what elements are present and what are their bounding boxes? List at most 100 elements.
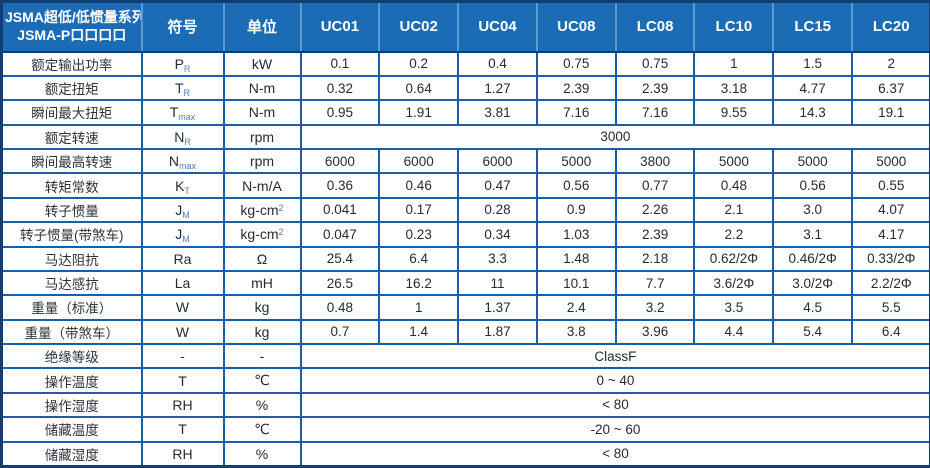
spec-value-uc04: 0.28	[457, 196, 538, 224]
spec-symbol: W	[140, 318, 225, 346]
spec-value-lc20: 0.55	[851, 172, 930, 199]
spec-value-lc20: 19.1	[851, 99, 930, 126]
spec-symbol: Tmax	[140, 99, 225, 126]
spec-value-lc10: 3.18	[693, 74, 775, 102]
table-row: 瞬间最高转速 Nmax rpm 6000 6000 6000 5000 3800 5000 500…	[0, 147, 930, 175]
unit-text: kg	[254, 299, 270, 316]
unit-text: %	[255, 445, 269, 462]
spec-value-uc01: 0.047	[299, 221, 381, 248]
spec-symbol: T	[140, 416, 225, 443]
spec-value-lc08: 3.2	[614, 294, 696, 321]
spec-value-lc20: 0.33/2Φ	[851, 245, 930, 272]
spec-value-uc04: 0.4	[457, 50, 538, 77]
spec-value-lc20: 2.2/2Φ	[851, 269, 930, 297]
spec-symbol: Ra	[140, 245, 225, 272]
series-title-line1: JSMA超低/低惯量系列	[5, 9, 142, 26]
spec-value-lc08: 2.39	[614, 74, 696, 102]
spec-symbol: -	[140, 342, 225, 370]
model-column-header-lc15: LC15	[772, 1, 854, 53]
spec-unit: Ω	[222, 245, 302, 272]
spec-value-uc08: 3.8	[535, 318, 617, 346]
spec-value-lc15: 5000	[772, 147, 854, 175]
spec-symbol: La	[140, 269, 225, 297]
spec-value-lc08: 3800	[614, 147, 696, 175]
table-row: 额定扭矩 TR N-m 0.32 0.64 1.27 2.39 2.39 3.18 4.77 6.3…	[0, 74, 930, 102]
spec-symbol: TR	[140, 74, 225, 102]
spec-symbol: JM	[140, 196, 225, 224]
spec-value-uc04: 11	[457, 269, 538, 297]
spec-symbol: PR	[140, 50, 225, 77]
unit-text: kW	[251, 55, 273, 72]
unit-superscript: 2	[278, 227, 284, 238]
spec-value-uc01: 0.36	[299, 172, 381, 199]
spec-value-lc15: 1.5	[772, 50, 854, 77]
spec-value-merged: < 80	[299, 391, 930, 419]
spec-value-uc01: 0.7	[299, 318, 381, 346]
spec-value-lc08: 2.26	[614, 196, 696, 224]
spec-value-uc04: 1.37	[457, 294, 538, 321]
unit-text: kg-cm	[240, 226, 279, 243]
symbol-text: La	[174, 275, 191, 292]
spec-value-uc04: 1.27	[457, 74, 538, 102]
spec-value-lc10: 3.6/2Φ	[693, 269, 775, 297]
unit-text: kg-cm	[240, 201, 279, 218]
spec-value-uc01: 0.1	[299, 50, 381, 77]
symbol-text: RH	[172, 396, 193, 413]
spec-unit: mH	[222, 269, 302, 297]
spec-value-uc02: 6.4	[378, 245, 460, 272]
table-row: 转子惯量(带煞车) JM kg-cm2 0.047 0.23 0.34 1.03 2.39 2.…	[0, 221, 930, 248]
spec-unit: kg-cm2	[222, 196, 302, 224]
table-row: 操作湿度 RH% < 80	[0, 391, 930, 419]
spec-value-lc08: 3.96	[614, 318, 696, 346]
spec-value-lc08: 7.16	[614, 99, 696, 126]
spec-value-lc15: 0.46/2Φ	[772, 245, 854, 272]
spec-symbol: T	[140, 367, 225, 394]
spec-value-uc08: 1.03	[535, 221, 617, 248]
spec-value-lc10: 3.5	[693, 294, 775, 321]
spec-value-lc15: 14.3	[772, 99, 854, 126]
series-title: JSMA超低/低惯量系列 JSMA-P口口口口	[1, 1, 143, 53]
spec-value-lc15: 4.77	[772, 74, 854, 102]
spec-value-uc01: 0.041	[299, 196, 381, 224]
spec-label: 瞬间最高转速	[0, 147, 143, 175]
spec-symbol: Nmax	[140, 147, 225, 175]
spec-value-lc15: 3.1	[772, 221, 854, 248]
symbol-subscript: M	[182, 209, 190, 220]
spec-value-lc10: 1	[693, 50, 775, 77]
spec-value-uc02: 0.23	[378, 221, 460, 248]
symbol-text: N	[174, 128, 185, 145]
spec-value-uc01: 25.4	[299, 245, 381, 272]
spec-value-uc04: 0.47	[457, 172, 538, 199]
spec-label: 马达感抗	[0, 269, 143, 297]
symbol-column-header: 符号	[140, 1, 225, 53]
symbol-subscript: M	[182, 234, 190, 245]
spec-symbol: NR	[140, 123, 225, 151]
header-row: JSMA超低/低惯量系列 JSMA-P口口口口 符号 单位 UC01 UC02 UC…	[1, 1, 930, 53]
spec-label: 额定转速	[0, 123, 143, 151]
table-row: 转矩常数 KT N-m/A 0.36 0.46 0.47 0.56 0.77 0.48 0.56 0…	[0, 172, 930, 199]
symbol-text: N	[168, 153, 180, 170]
symbol-text: RH	[172, 445, 193, 462]
model-column-header-uc02: UC02	[378, 1, 460, 53]
spec-value-lc08: 7.7	[614, 269, 696, 297]
spec-value-lc10: 2.2	[693, 221, 775, 248]
spec-value-lc20: 6.4	[851, 318, 930, 346]
unit-text: ℃	[254, 372, 270, 389]
spec-value-uc01: 26.5	[299, 269, 381, 297]
table-row: 操作温度 T ℃ 0 ~ 40	[0, 367, 930, 394]
spec-value-merged: < 80	[299, 440, 930, 468]
spec-value-lc10: 0.48	[693, 172, 775, 199]
spec-unit: %	[222, 391, 302, 419]
unit-text: ℃	[254, 420, 270, 437]
spec-value-uc04: 0.34	[457, 221, 538, 248]
symbol-text: T	[174, 80, 184, 97]
spec-value-uc01: 0.32	[299, 74, 381, 102]
spec-label: 转矩常数	[0, 172, 143, 199]
unit-column-header: 单位	[222, 1, 302, 53]
spec-value-uc04: 3.3	[457, 245, 538, 272]
spec-label: 操作温度	[0, 367, 143, 394]
spec-label: 额定输出功率	[0, 50, 143, 77]
